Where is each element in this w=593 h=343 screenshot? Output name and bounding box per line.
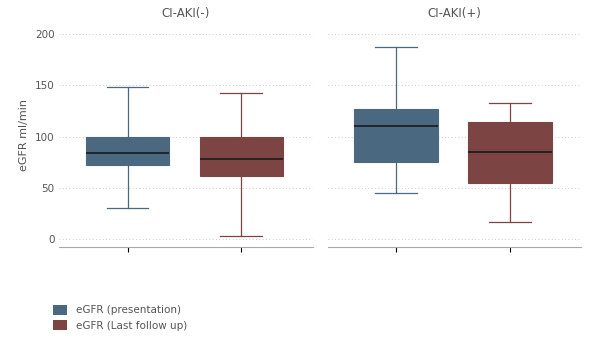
Title: CI-AKI(+): CI-AKI(+) (428, 7, 482, 20)
PathPatch shape (86, 137, 169, 165)
PathPatch shape (200, 137, 283, 176)
PathPatch shape (355, 109, 438, 162)
Title: CI-AKI(-): CI-AKI(-) (162, 7, 210, 20)
Y-axis label: eGFR ml/min: eGFR ml/min (19, 99, 29, 172)
Legend: eGFR (presentation), eGFR (Last follow up): eGFR (presentation), eGFR (Last follow u… (53, 305, 187, 331)
PathPatch shape (468, 122, 551, 182)
